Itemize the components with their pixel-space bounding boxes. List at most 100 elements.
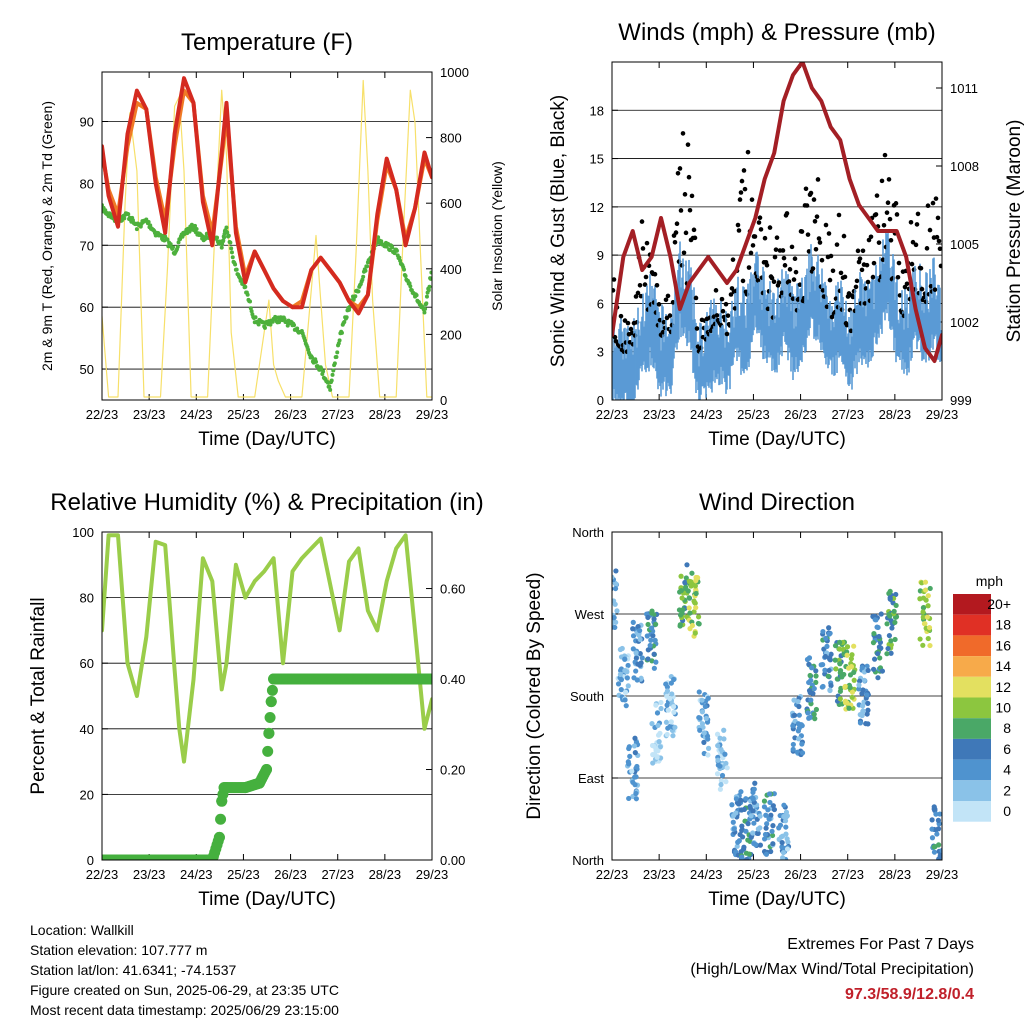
direction-point xyxy=(606,581,611,586)
winds-ytick-label: 12 xyxy=(590,200,604,215)
gust-point xyxy=(930,200,936,206)
direction-point xyxy=(935,826,942,832)
direction-point xyxy=(792,712,798,718)
direction-point xyxy=(739,827,745,834)
direction-point xyxy=(705,752,711,758)
direction-point xyxy=(779,839,785,846)
colorbar-label: 14 xyxy=(995,658,1011,674)
dewpoint-point xyxy=(427,284,432,289)
direction-point xyxy=(705,745,712,751)
gust-point xyxy=(904,281,910,287)
direction-point xyxy=(849,694,855,700)
gust-point xyxy=(830,268,836,274)
colorbar-swatch xyxy=(953,718,991,739)
dewpoint-point xyxy=(249,309,254,314)
colorbar-label: 2 xyxy=(1003,782,1011,798)
direction-point xyxy=(691,609,697,615)
direction-point xyxy=(856,682,862,688)
direction-point xyxy=(692,630,698,636)
extremes-values: 97.3/58.9/12.8/0.4 xyxy=(845,986,974,1003)
direction-point xyxy=(679,610,685,616)
dewpoint-point xyxy=(429,270,432,275)
dewpoint-point xyxy=(175,244,180,249)
gust-point xyxy=(644,240,650,246)
direction-point xyxy=(741,844,747,850)
dewpoint-point xyxy=(215,235,220,240)
direction-point xyxy=(637,651,643,657)
temp-2m-line xyxy=(102,76,432,316)
gust-point xyxy=(792,256,798,262)
direction-point xyxy=(811,685,817,692)
dewpoint-point xyxy=(229,246,234,251)
colorbar-swatch xyxy=(953,759,991,781)
gust-point xyxy=(652,271,658,277)
gust-point xyxy=(866,237,872,243)
dewpoint-point xyxy=(229,250,234,255)
direction-point xyxy=(806,715,812,721)
direction-point xyxy=(937,811,942,817)
direction-point xyxy=(920,614,926,620)
direction-point xyxy=(678,588,684,594)
direction-point xyxy=(692,583,698,589)
direction-point xyxy=(751,786,757,792)
direction-point xyxy=(648,637,654,643)
dewpoint-point xyxy=(331,368,336,373)
gust-point xyxy=(773,247,779,252)
direction-point xyxy=(856,678,863,684)
winds-ytick-label: 6 xyxy=(597,296,604,311)
gust-point xyxy=(811,197,817,202)
direction-point xyxy=(860,708,866,714)
humidity-ytick-label: 0 xyxy=(87,853,94,868)
direction-point xyxy=(808,677,814,683)
dewpoint-point xyxy=(193,223,198,228)
direction-point xyxy=(892,619,898,626)
direction-point xyxy=(859,664,865,671)
gust-point xyxy=(612,277,617,282)
direction-point xyxy=(778,834,784,840)
direction-point xyxy=(885,645,891,652)
relative-humidity-line xyxy=(102,533,432,764)
direction-point xyxy=(795,728,801,734)
direction-point xyxy=(734,843,740,849)
direction-point xyxy=(761,798,768,804)
gust-point xyxy=(784,211,790,216)
direction-point xyxy=(653,659,659,665)
gust-point xyxy=(737,197,743,202)
direction-point xyxy=(777,862,782,867)
colorbar-label: 12 xyxy=(995,679,1011,695)
gust-point xyxy=(833,296,839,301)
dewpoint-point xyxy=(245,292,250,297)
dewpoint-point xyxy=(262,325,267,330)
colorbar-label: 10 xyxy=(995,700,1011,716)
gust-point xyxy=(739,178,745,184)
direction-point xyxy=(889,625,895,631)
direction-point xyxy=(693,590,699,597)
gust-point xyxy=(660,329,666,335)
direction-point xyxy=(718,746,724,752)
direction-point xyxy=(820,661,826,668)
direction-point xyxy=(888,650,894,656)
direction-xtick-label: 22/23 xyxy=(596,867,629,882)
gust-point xyxy=(791,277,797,282)
direction-point xyxy=(632,782,638,788)
temperature-ytick-right-label: 0 xyxy=(440,393,447,408)
station-latlon: Station lat/lon: 41.6341; -74.1537 xyxy=(30,962,237,978)
direction-point xyxy=(764,821,770,827)
direction-point xyxy=(886,632,893,639)
direction-point xyxy=(806,687,813,694)
direction-point xyxy=(805,710,811,716)
direction-point xyxy=(625,683,631,689)
gust-point xyxy=(713,288,719,293)
gust-point xyxy=(819,257,825,263)
humidity-ytick-label: 40 xyxy=(80,722,94,737)
gust-point xyxy=(774,235,780,240)
gust-point xyxy=(855,248,861,254)
gust-point xyxy=(790,296,796,302)
dewpoint-point xyxy=(327,384,332,389)
direction-point xyxy=(828,682,834,689)
direction-point xyxy=(851,669,857,675)
direction-point xyxy=(874,624,880,630)
gust-point xyxy=(816,236,822,241)
direction-point xyxy=(649,721,655,727)
direction-point xyxy=(755,826,761,832)
